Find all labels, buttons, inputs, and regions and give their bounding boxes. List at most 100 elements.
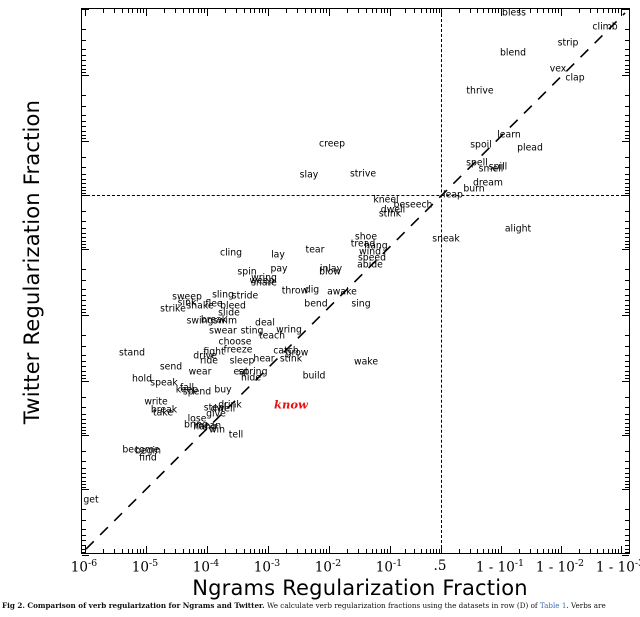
tick-mark — [371, 9, 373, 13]
tick-mark — [420, 549, 422, 553]
tick-mark — [495, 9, 497, 13]
tick-mark — [625, 508, 629, 510]
tick-mark — [537, 9, 539, 13]
tick-mark — [625, 71, 629, 73]
tick-mark — [188, 9, 190, 13]
verb-label: hold — [131, 373, 153, 385]
tick-mark — [376, 9, 378, 13]
tick-mark — [625, 304, 629, 306]
tick-mark — [625, 137, 629, 139]
tick-mark — [625, 134, 629, 136]
verb-label: give — [206, 408, 226, 420]
tick-mark — [121, 9, 123, 13]
verb-label: plead — [517, 142, 543, 154]
tick-mark — [136, 9, 138, 13]
tick-mark — [82, 426, 86, 428]
verb-label: snare — [251, 277, 277, 289]
tick-mark — [193, 549, 195, 553]
verb-label: tear — [305, 244, 325, 256]
tick-mark — [625, 183, 629, 185]
tick-mark — [625, 268, 629, 270]
verb-label: throw — [281, 285, 309, 297]
tick-mark — [561, 9, 563, 16]
tick-mark — [387, 9, 389, 13]
tick-mark — [495, 549, 497, 553]
tick-mark — [254, 549, 256, 553]
tick-mark — [143, 9, 145, 13]
tick-mark — [204, 9, 206, 13]
tick-mark — [615, 549, 617, 553]
tick-mark — [82, 237, 86, 239]
tick-mark — [625, 460, 629, 462]
tick-mark — [491, 9, 493, 13]
caption-table-link[interactable]: Table 1 — [539, 601, 567, 610]
tick-mark — [265, 549, 267, 553]
verb-label: wind — [359, 246, 381, 258]
tick-mark — [551, 549, 553, 553]
tick-mark — [326, 549, 328, 553]
tick-mark — [136, 549, 138, 553]
tick-mark — [182, 9, 184, 13]
verb-label: stink — [279, 353, 303, 365]
tick-mark — [625, 346, 629, 348]
tick-mark — [236, 549, 238, 553]
tick-mark — [82, 551, 86, 553]
tick-mark — [390, 546, 392, 553]
tick-mark — [82, 295, 86, 297]
vertical-half-reference-line — [441, 9, 442, 553]
tick-mark — [358, 549, 360, 553]
verb-label: alight — [504, 223, 532, 235]
tick-mark — [319, 549, 321, 553]
verb-label: awake — [327, 286, 357, 298]
tick-mark — [558, 549, 560, 553]
tick-mark — [477, 549, 479, 553]
verb-label: burn — [463, 183, 485, 195]
tick-mark — [384, 9, 386, 13]
tick-mark — [82, 130, 86, 132]
tick-mark — [555, 549, 557, 553]
tick-mark — [625, 377, 629, 379]
tick-mark — [429, 9, 431, 13]
tick-mark — [405, 9, 407, 13]
tick-mark — [82, 280, 86, 282]
caption-text-b: . Verbs are — [566, 601, 606, 610]
verb-label: tell — [228, 429, 244, 441]
tick-mark — [414, 549, 416, 553]
verb-label: wake — [353, 356, 379, 368]
verb-label: weep — [249, 275, 275, 287]
tick-mark — [597, 549, 599, 553]
tick-mark — [625, 130, 629, 132]
verb-label: find — [139, 452, 157, 464]
tick-mark — [438, 9, 440, 13]
verb-label: send — [159, 361, 183, 373]
verb-label: spend — [182, 386, 212, 398]
tick-mark — [82, 173, 86, 175]
tick-mark — [82, 211, 86, 213]
tick-mark — [625, 68, 629, 70]
tick-mark — [82, 249, 89, 251]
figure-caption: Fig 2. Comparison of verb regularization… — [2, 601, 638, 610]
tick-mark — [501, 546, 503, 553]
tick-mark — [551, 9, 553, 13]
verb-label: ride — [199, 355, 219, 367]
tick-mark — [82, 370, 86, 372]
tick-mark — [579, 9, 581, 13]
tick-mark — [82, 483, 86, 485]
tick-mark — [625, 480, 629, 482]
tick-mark — [390, 9, 392, 16]
tick-mark — [589, 549, 591, 553]
caption-prefix: Fig 2. — [2, 601, 25, 610]
tick-mark — [249, 9, 251, 13]
tick-mark — [225, 549, 227, 553]
tick-mark — [615, 9, 617, 13]
tick-mark — [304, 9, 306, 13]
tick-mark — [127, 549, 129, 553]
tick-mark — [625, 211, 629, 213]
verb-label: speak — [150, 377, 178, 389]
tick-mark — [175, 549, 177, 553]
verb-label: swear — [209, 325, 237, 337]
tick-mark — [625, 451, 629, 453]
verb-label: tread — [350, 238, 376, 250]
verb-label: bend — [304, 298, 328, 310]
verb-label: abide — [357, 259, 383, 271]
